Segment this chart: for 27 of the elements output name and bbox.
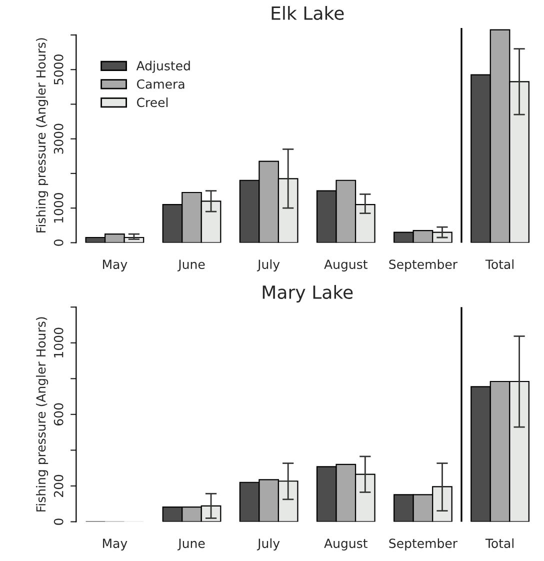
x-tick-label: August [324, 260, 368, 272]
x-tick-label: May [103, 260, 128, 272]
x-tick-label: May [103, 538, 128, 550]
y-axis-title: Fishing pressure (Angler Hours) [36, 317, 48, 512]
y-tick-label: 0 [54, 240, 64, 246]
y-tick-label: 0 [54, 518, 64, 525]
x-tick-label: Total [485, 538, 514, 548]
x-tick-label: July [256, 259, 280, 272]
legend-label: Adjusted [136, 60, 190, 73]
chart-title: Elk Lake [272, 6, 344, 20]
x-tick-label: July [256, 538, 280, 550]
x-tick-label: September [389, 259, 458, 272]
legend-label: Camera [136, 79, 184, 89]
x-tick-label: June [178, 538, 205, 550]
y-tick-label: 600 [54, 403, 64, 426]
y-tick-label: 3000 [54, 124, 64, 154]
x-tick-label: September [389, 538, 458, 550]
x-tick-label: August [324, 538, 368, 550]
y-tick-label: 1000 [54, 328, 64, 358]
y-tick-label: 5000 [54, 54, 64, 85]
x-tick-label: Total [485, 259, 514, 270]
legend-label: Creel [136, 97, 168, 108]
y-axis-title: Fishing pressure (Angler Hours) [36, 38, 48, 232]
chart-title: Mary Lake [262, 285, 353, 303]
y-tick-label: 1000 [54, 193, 64, 223]
x-tick-label: June [178, 260, 205, 272]
y-tick-label: 200 [54, 474, 64, 497]
